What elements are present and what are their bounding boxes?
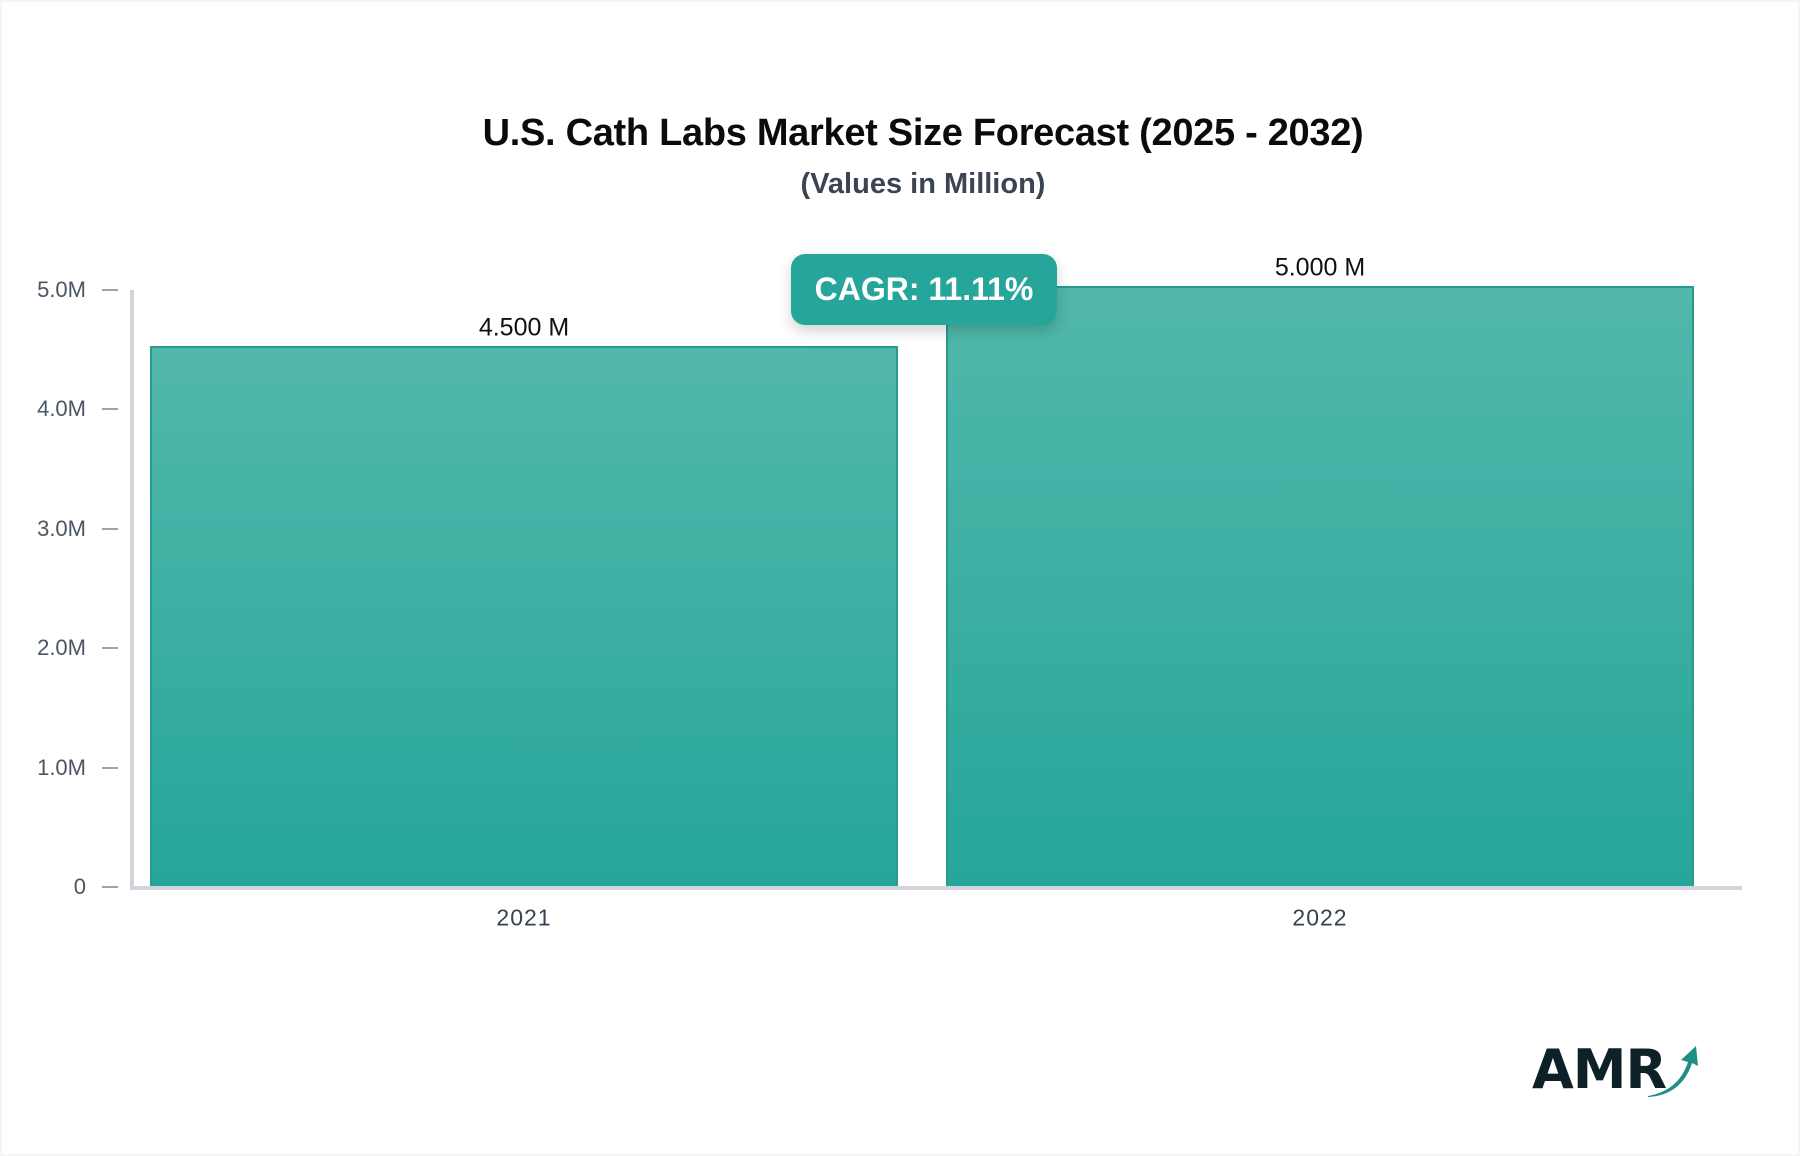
- y-tick-mark: [102, 528, 118, 530]
- chart-subtitle: (Values in Million): [800, 168, 1046, 200]
- y-tick-mark: [102, 289, 118, 291]
- x-tick-label-2021: 2021: [496, 904, 552, 931]
- x-tick-label-2022: 2022: [1292, 904, 1348, 931]
- y-tick-mark: [102, 886, 118, 888]
- y-tick-label-4m: 4.0M: [37, 396, 86, 421]
- x-axis-line: [130, 886, 1742, 890]
- bar-value-label-2022: 5.000 M: [1274, 253, 1366, 282]
- y-tick-label-2m: 2.0M: [37, 635, 86, 660]
- bar-2021[interactable]: [150, 346, 898, 886]
- growth-arrow-icon: [1648, 1046, 1698, 1097]
- y-tick-mark: [102, 647, 118, 649]
- y-tick-mark: [102, 767, 118, 769]
- y-tick-mark: [102, 408, 118, 410]
- logo-text: AMR: [1532, 1038, 1667, 1101]
- y-tick-label-5m: 5.0M: [37, 277, 86, 302]
- amr-logo: AMR: [1530, 1036, 1700, 1102]
- y-tick-label-3m: 3.0M: [37, 516, 86, 541]
- y-tick-label-1m: 1.0M: [37, 755, 86, 780]
- chart-title: U.S. Cath Labs Market Size Forecast (202…: [482, 112, 1364, 154]
- y-axis-line: [130, 290, 134, 890]
- cagr-badge: CAGR: 11.11%: [791, 254, 1057, 325]
- bar-2022[interactable]: [946, 286, 1694, 886]
- bar-value-label-2021: 4.500 M: [478, 313, 570, 342]
- cagr-text: CAGR: 11.11%: [814, 271, 1034, 307]
- y-tick-label-0: 0: [73, 874, 86, 899]
